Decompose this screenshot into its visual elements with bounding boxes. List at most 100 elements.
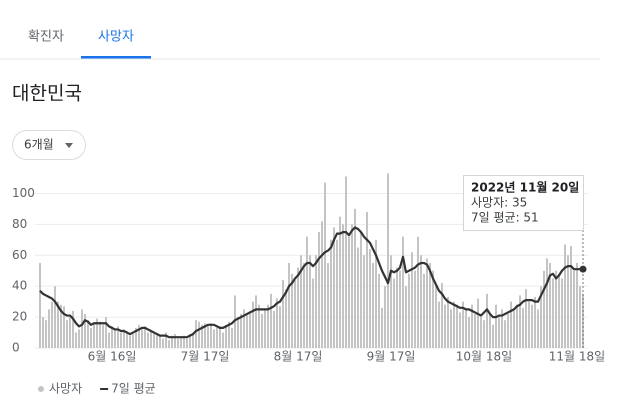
bar: [360, 232, 362, 348]
bar: [396, 267, 398, 348]
tab[interactable]: 확진자: [28, 30, 64, 45]
bar: [462, 301, 464, 348]
bar: [312, 278, 314, 348]
bar: [135, 327, 137, 348]
bar: [348, 236, 350, 348]
bar: [156, 335, 158, 348]
bar: [54, 286, 56, 348]
bar: [351, 224, 353, 348]
bar: [468, 317, 470, 348]
dropdown-box[interactable]: [12, 130, 86, 160]
dropdown-label[interactable]: 6개월: [24, 138, 54, 152]
bar: [441, 283, 443, 348]
bar: [297, 267, 299, 348]
bar: [558, 273, 560, 348]
bar: [69, 317, 71, 348]
bar: [225, 324, 227, 348]
bar: [276, 298, 278, 348]
bar: [75, 332, 77, 348]
y-tick-label: 40: [12, 279, 27, 293]
bar: [177, 338, 179, 348]
bar: [126, 331, 128, 348]
bar: [204, 323, 206, 348]
bar: [114, 329, 116, 348]
bar: [513, 310, 515, 348]
bar: [576, 263, 578, 348]
bar: [471, 304, 473, 348]
bar: [414, 270, 416, 348]
bar: [90, 327, 92, 348]
bar: [291, 273, 293, 348]
bar: [84, 314, 86, 348]
bar: [384, 286, 386, 348]
x-tick-label: 6월 16일: [88, 350, 137, 364]
bar: [51, 301, 53, 348]
bar: [552, 278, 554, 348]
bar: [522, 307, 524, 348]
x-tick-label: 9월 17일: [367, 350, 416, 364]
average-line: [39, 226, 583, 339]
bar: [510, 301, 512, 348]
bar: [48, 309, 50, 348]
bar: [489, 314, 491, 348]
bar: [246, 315, 248, 348]
bar: [240, 314, 242, 348]
bar: [267, 304, 269, 348]
bar: [219, 326, 221, 348]
tooltip-line: 7일 평균: 51: [471, 211, 539, 225]
bar: [432, 270, 434, 348]
bar: [237, 317, 239, 348]
bar: [144, 326, 146, 348]
tooltip-line: 사망자: 35: [471, 196, 527, 210]
x-tick-label: 7월 17일: [181, 350, 230, 364]
legend-swatch: [38, 386, 44, 392]
bar: [465, 309, 467, 348]
bar: [564, 244, 566, 348]
legend-label: 사망자: [49, 382, 82, 396]
bar: [429, 263, 431, 348]
bar: [357, 247, 359, 348]
dropdown-arrow: [65, 143, 73, 148]
bar: [108, 332, 110, 348]
bar: [477, 298, 479, 348]
bar: [120, 332, 122, 348]
bar: [189, 334, 191, 348]
bar: [321, 221, 323, 348]
bar: [72, 310, 74, 348]
bar: [66, 320, 68, 348]
bar: [528, 301, 530, 348]
bar: [333, 227, 335, 348]
bar: [306, 236, 308, 348]
bar: [174, 334, 176, 348]
bar: [138, 324, 140, 348]
tab-active[interactable]: 사망자: [98, 30, 134, 45]
bar: [183, 335, 185, 348]
bar: [582, 293, 584, 348]
bar: [342, 224, 344, 348]
bar: [222, 332, 224, 348]
bar: [39, 263, 41, 348]
bar: [123, 329, 125, 348]
bar: [549, 263, 551, 348]
bar: [45, 320, 47, 348]
range-dropdown[interactable]: 6개월: [12, 130, 86, 160]
bar: [153, 334, 155, 348]
bar: [390, 255, 392, 348]
bar: [399, 270, 401, 348]
region-title: 대한민국: [12, 83, 82, 105]
bar: [426, 258, 428, 348]
bar: [150, 331, 152, 348]
x-tick-label: 10월 18일: [456, 350, 512, 364]
bar: [117, 326, 119, 348]
bar: [282, 280, 284, 348]
bar: [336, 239, 338, 348]
bar: [540, 286, 542, 348]
bar: [339, 216, 341, 348]
bar: [78, 329, 80, 348]
bar: [165, 332, 167, 348]
bar: [438, 301, 440, 348]
bar: [186, 338, 188, 348]
bar: [345, 176, 347, 348]
tab-underline: [81, 56, 151, 59]
